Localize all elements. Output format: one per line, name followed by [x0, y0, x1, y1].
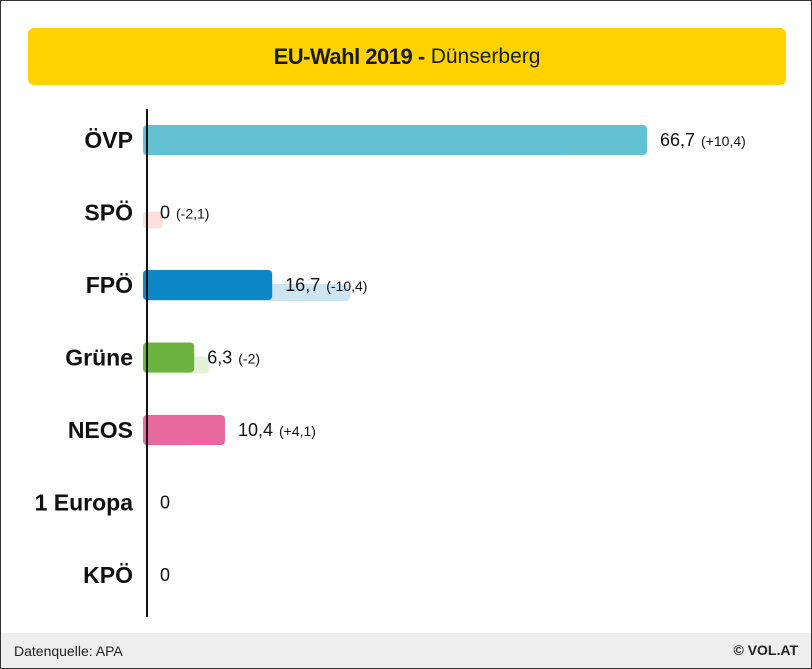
bar-grüne	[143, 342, 195, 373]
chart-subtitle: Dünserberg	[430, 44, 541, 68]
value-label-övp: 66,7 (+10,4)	[660, 130, 746, 150]
bar-fpö	[143, 270, 273, 300]
bar-övp	[143, 125, 647, 155]
value-label-neos: 10,4 (+4,1)	[238, 420, 316, 440]
bar-neos	[143, 415, 225, 445]
value-label-1-europa: 0	[160, 493, 170, 513]
value-label-grüne: 6,3 (-2)	[207, 348, 260, 368]
category-label-spö: SPÖ	[84, 200, 133, 226]
category-label-övp: ÖVP	[84, 127, 133, 153]
category-label-fpö: FPÖ	[86, 272, 133, 298]
title-banner: EU-Wahl 2019 - Dünserberg	[28, 28, 786, 85]
chart-title: EU-Wahl 2019 -	[273, 43, 426, 69]
category-label-neos: NEOS	[68, 417, 133, 443]
bar-chart: ÖVP 66,7 (+10,4) SPÖ 0 (-2,1) FPÖ 16,7 (-10,4) Gr…	[35, 109, 746, 617]
value-label-spö: 0 (-2,1)	[160, 203, 209, 223]
value-label-kpö: 0	[160, 565, 170, 585]
data-source: Datenquelle: APA	[14, 643, 123, 659]
brand-logo: © VOL.AT	[733, 642, 799, 658]
footer-bar: Datenquelle: APA © VOL.AT	[1, 633, 811, 668]
category-label-kpö: KPÖ	[83, 562, 133, 588]
category-label-grüne: Grüne	[65, 345, 133, 371]
value-label-fpö: 16,7 (-10,4)	[285, 275, 367, 295]
category-label-1-europa: 1 Europa	[35, 490, 134, 516]
